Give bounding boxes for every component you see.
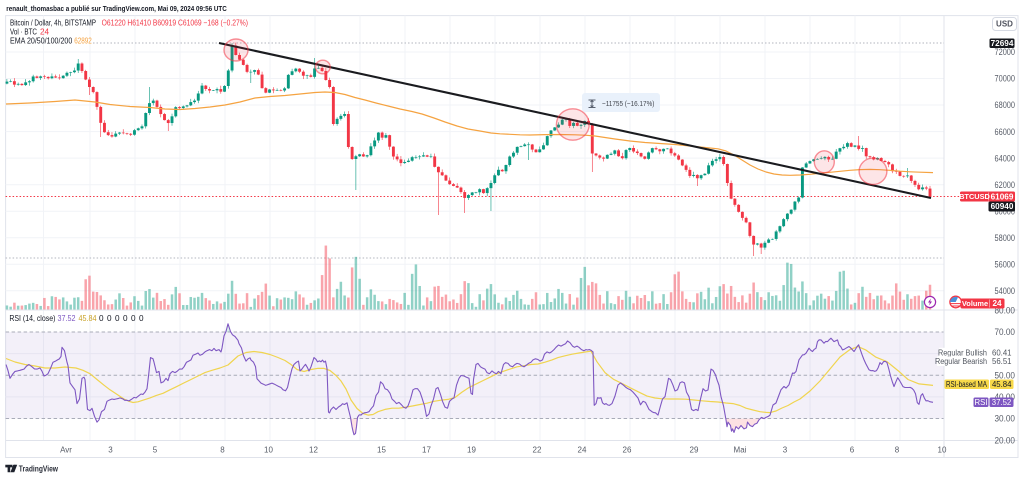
svg-text:EMA 20/50/100/200: EMA 20/50/100/200 bbox=[10, 37, 73, 46]
svg-text:0: 0 bbox=[115, 314, 120, 323]
svg-text:0: 0 bbox=[139, 314, 144, 323]
svg-text:3: 3 bbox=[783, 446, 788, 455]
svg-text:15: 15 bbox=[377, 446, 386, 455]
svg-text:17: 17 bbox=[422, 446, 431, 455]
svg-text:Volume: Volume bbox=[962, 299, 988, 308]
svg-text:54000: 54000 bbox=[995, 286, 1016, 296]
svg-text:66000: 66000 bbox=[995, 127, 1016, 137]
svg-text:37.52: 37.52 bbox=[992, 398, 1012, 407]
svg-text:30.00: 30.00 bbox=[995, 414, 1016, 424]
svg-text:0: 0 bbox=[99, 314, 104, 323]
svg-text:Regular Bearish: Regular Bearish bbox=[935, 357, 987, 366]
svg-text:56.51: 56.51 bbox=[992, 357, 1012, 366]
svg-text:0: 0 bbox=[123, 314, 128, 323]
svg-text:45.84: 45.84 bbox=[79, 314, 97, 323]
svg-text:BTCUSD: BTCUSD bbox=[959, 192, 990, 201]
svg-text:60.41: 60.41 bbox=[992, 348, 1012, 357]
svg-text:58000: 58000 bbox=[995, 233, 1016, 243]
svg-text:70.00: 70.00 bbox=[995, 327, 1016, 337]
svg-text:10: 10 bbox=[264, 446, 273, 455]
svg-text:−11755 (−16.17%): −11755 (−16.17%) bbox=[602, 99, 655, 108]
svg-text:68000: 68000 bbox=[995, 100, 1016, 110]
svg-text:0: 0 bbox=[107, 314, 112, 323]
svg-text:72000: 72000 bbox=[995, 47, 1016, 57]
svg-text:0: 0 bbox=[131, 314, 136, 323]
svg-text:Regular Bullish: Regular Bullish bbox=[938, 348, 987, 357]
svg-text:Mai: Mai bbox=[734, 446, 747, 455]
svg-text:Bitcoin / Dollar, 4h, BITSTAMP: Bitcoin / Dollar, 4h, BITSTAMP bbox=[10, 19, 96, 28]
svg-text:renault_thomasbac a publié sur: renault_thomasbac a publié sur TradingVi… bbox=[6, 4, 227, 13]
svg-text:62892: 62892 bbox=[74, 37, 92, 46]
svg-text:45.84: 45.84 bbox=[992, 380, 1012, 389]
svg-text:80.00: 80.00 bbox=[995, 306, 1016, 316]
svg-text:RSI: RSI bbox=[975, 398, 988, 407]
svg-text:62000: 62000 bbox=[995, 180, 1016, 190]
svg-text:72694: 72694 bbox=[991, 39, 1014, 48]
svg-text:40.00: 40.00 bbox=[995, 392, 1016, 402]
svg-text:6: 6 bbox=[850, 446, 855, 455]
svg-text:8: 8 bbox=[895, 446, 900, 455]
svg-text:24: 24 bbox=[40, 27, 50, 36]
svg-text:TradingView: TradingView bbox=[19, 463, 58, 473]
svg-text:19: 19 bbox=[467, 446, 476, 455]
svg-text:64000: 64000 bbox=[995, 153, 1016, 163]
svg-text:Vol · BTC: Vol · BTC bbox=[10, 27, 37, 36]
svg-text:10: 10 bbox=[938, 446, 947, 455]
svg-text:22: 22 bbox=[533, 446, 542, 455]
svg-text:RSI (14, close): RSI (14, close) bbox=[9, 314, 55, 323]
svg-text:56000: 56000 bbox=[995, 260, 1016, 270]
svg-text:60940: 60940 bbox=[991, 202, 1014, 211]
svg-text:61069: 61069 bbox=[991, 192, 1014, 201]
svg-text:5: 5 bbox=[153, 446, 158, 455]
svg-text:20.00: 20.00 bbox=[995, 435, 1016, 445]
svg-text:24: 24 bbox=[578, 446, 587, 455]
svg-text:Avr: Avr bbox=[60, 446, 72, 455]
svg-text:12: 12 bbox=[309, 446, 318, 455]
svg-text:37.52: 37.52 bbox=[58, 314, 76, 323]
svg-text:70000: 70000 bbox=[995, 74, 1016, 84]
svg-text:50.00: 50.00 bbox=[995, 370, 1016, 380]
svg-text:24: 24 bbox=[992, 299, 1002, 308]
svg-text:O61220 H61410 B60919 C61069 −1: O61220 H61410 B60919 C61069 −168 (−0.27%… bbox=[102, 19, 249, 28]
svg-text:26: 26 bbox=[623, 446, 632, 455]
svg-text:RSI-based MA: RSI-based MA bbox=[946, 380, 988, 389]
svg-text:8: 8 bbox=[220, 446, 225, 455]
svg-text:3: 3 bbox=[108, 446, 113, 455]
svg-text:USD: USD bbox=[996, 20, 1013, 29]
svg-text:29: 29 bbox=[690, 446, 699, 455]
